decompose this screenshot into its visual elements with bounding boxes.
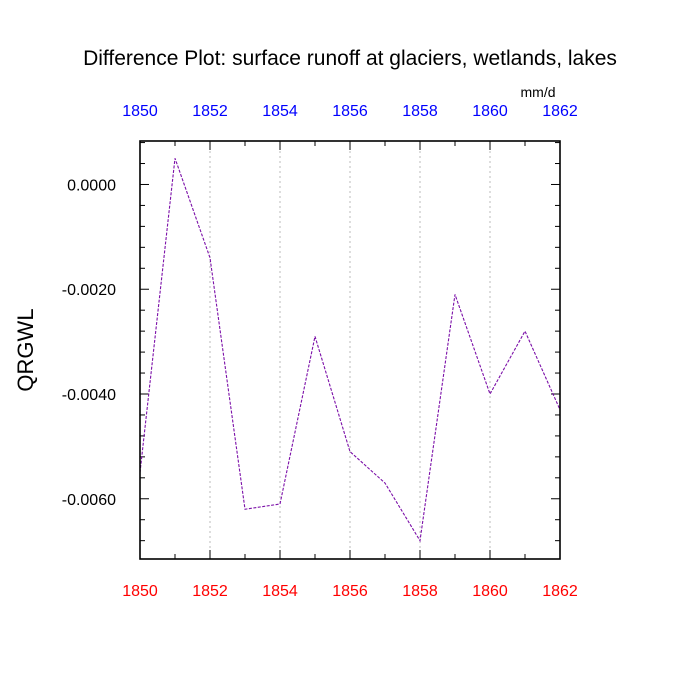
x-tick-label-top: 1862: [542, 103, 578, 120]
y-tick-label: -0.0040: [62, 387, 116, 404]
units-label: mm/d: [521, 84, 556, 100]
x-tick-label-top: 1858: [402, 103, 438, 120]
plot-frame: [139, 140, 561, 560]
x-tick-label-bottom: 1858: [402, 583, 438, 600]
x-tick-label-top: 1852: [192, 103, 228, 120]
y-tick-label: -0.0060: [62, 492, 116, 509]
chart-title: Difference Plot: surface runoff at glaci…: [83, 47, 617, 70]
bottom-x-tick-labels: 1850 1852 1854 1856 1858 1860 1862: [122, 583, 578, 600]
x-tick-label-top: 1856: [332, 103, 368, 120]
x-tick-label-bottom: 1850: [122, 583, 158, 600]
x-tick-label-top: 1854: [262, 103, 298, 120]
x-tick-label-bottom: 1862: [542, 583, 578, 600]
x-tick-label-top: 1850: [122, 103, 158, 120]
x-tick-label-bottom: 1856: [332, 583, 368, 600]
y-tick-labels: 0.0000 -0.0020 -0.0040 -0.0060: [62, 177, 116, 508]
series-line: [139, 158, 561, 543]
x-tick-label-bottom: 1852: [192, 583, 228, 600]
minor-ticks: [140, 141, 560, 559]
y-tick-label: 0.0000: [67, 177, 116, 194]
gridlines: [209, 141, 491, 559]
y-tick-label: -0.0020: [62, 282, 116, 299]
series-group: [139, 158, 561, 543]
x-tick-label-top: 1860: [472, 103, 508, 120]
top-x-tick-labels: 1850 1852 1854 1856 1858 1860 1862: [122, 103, 578, 120]
y-axis-title: QRGWL: [13, 308, 38, 391]
x-tick-label-bottom: 1854: [262, 583, 298, 600]
x-tick-label-bottom: 1860: [472, 583, 508, 600]
